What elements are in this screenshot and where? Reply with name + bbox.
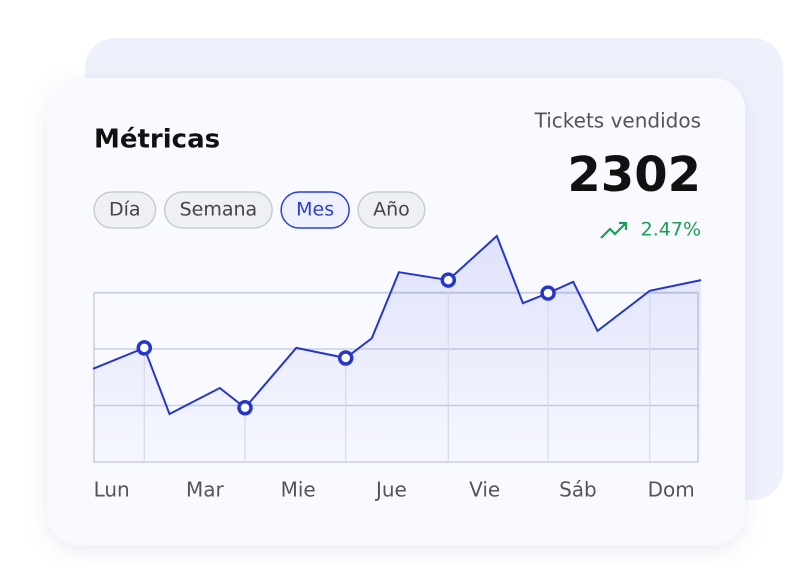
- kpi-change: 2.47%: [641, 219, 701, 241]
- x-tick-label: Mar: [186, 478, 225, 502]
- filter-pill[interactable]: Semana: [163, 191, 273, 229]
- x-tick-label: Vie: [469, 478, 500, 502]
- filter-pill[interactable]: Año: [357, 191, 426, 229]
- filter-pill[interactable]: Día: [93, 191, 157, 229]
- x-tick-label: Mie: [281, 478, 316, 502]
- x-tick-label: Sáb: [559, 478, 597, 502]
- pill-bg: [357, 191, 426, 229]
- kpi-label: Tickets vendidos: [534, 109, 701, 133]
- pill-bg: [93, 191, 157, 229]
- pill-label: Mes: [296, 199, 334, 221]
- filter-pill[interactable]: Mes: [280, 191, 350, 229]
- kpi-value: 2302: [567, 147, 701, 203]
- point-marker: [540, 285, 556, 301]
- plot: Lun Mar Mie Jue Vie Sáb Dom: [92, 234, 702, 502]
- point-marker: [237, 400, 253, 416]
- pill-label: Año: [373, 199, 410, 221]
- pill-label: Día: [109, 199, 141, 221]
- pill-label: Semana: [180, 199, 258, 221]
- x-tick-label: Dom: [648, 478, 695, 502]
- point-marker: [136, 340, 153, 356]
- point-marker: [337, 350, 354, 366]
- x-tick-label: Lun: [94, 478, 130, 502]
- line: [92, 234, 702, 416]
- card-title: Métricas: [94, 125, 220, 155]
- point-marker: [440, 272, 457, 288]
- x-tick-label: Jue: [374, 478, 407, 502]
- trend-icon: [600, 221, 628, 239]
- filter-group: Día Semana Mes Año: [93, 191, 426, 229]
- pill-bg: [280, 191, 350, 229]
- area: [93, 236, 701, 462]
- pill-bg: [163, 191, 273, 229]
